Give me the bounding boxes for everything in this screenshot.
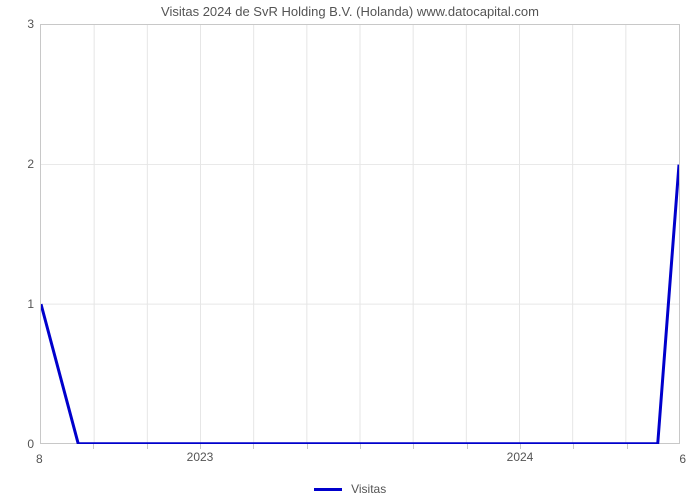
x-minor-tick	[520, 444, 521, 449]
x-minor-tick	[253, 444, 254, 449]
chart-title: Visitas 2024 de SvR Holding B.V. (Holand…	[0, 4, 700, 19]
plot-area	[40, 24, 680, 444]
x-minor-tick	[573, 444, 574, 449]
y-tick-label: 0	[4, 437, 34, 451]
visits-chart: Visitas 2024 de SvR Holding B.V. (Holand…	[0, 0, 700, 500]
plot-svg	[41, 25, 679, 444]
x-minor-tick	[93, 444, 94, 449]
y-tick-label: 3	[4, 17, 34, 31]
x-minor-tick	[360, 444, 361, 449]
x-minor-tick	[147, 444, 148, 449]
x-minor-tick	[627, 444, 628, 449]
corner-left-label: 8	[36, 452, 43, 466]
corner-right-label: 6	[679, 452, 686, 466]
x-tick-label: 2024	[507, 450, 534, 464]
x-minor-tick	[467, 444, 468, 449]
x-minor-tick	[200, 444, 201, 449]
legend-swatch	[314, 488, 342, 491]
x-minor-tick	[413, 444, 414, 449]
y-tick-label: 2	[4, 157, 34, 171]
y-tick-label: 1	[4, 297, 34, 311]
x-tick-label: 2023	[187, 450, 214, 464]
x-minor-tick	[307, 444, 308, 449]
legend-label: Visitas	[351, 482, 386, 496]
legend: Visitas	[0, 482, 700, 496]
